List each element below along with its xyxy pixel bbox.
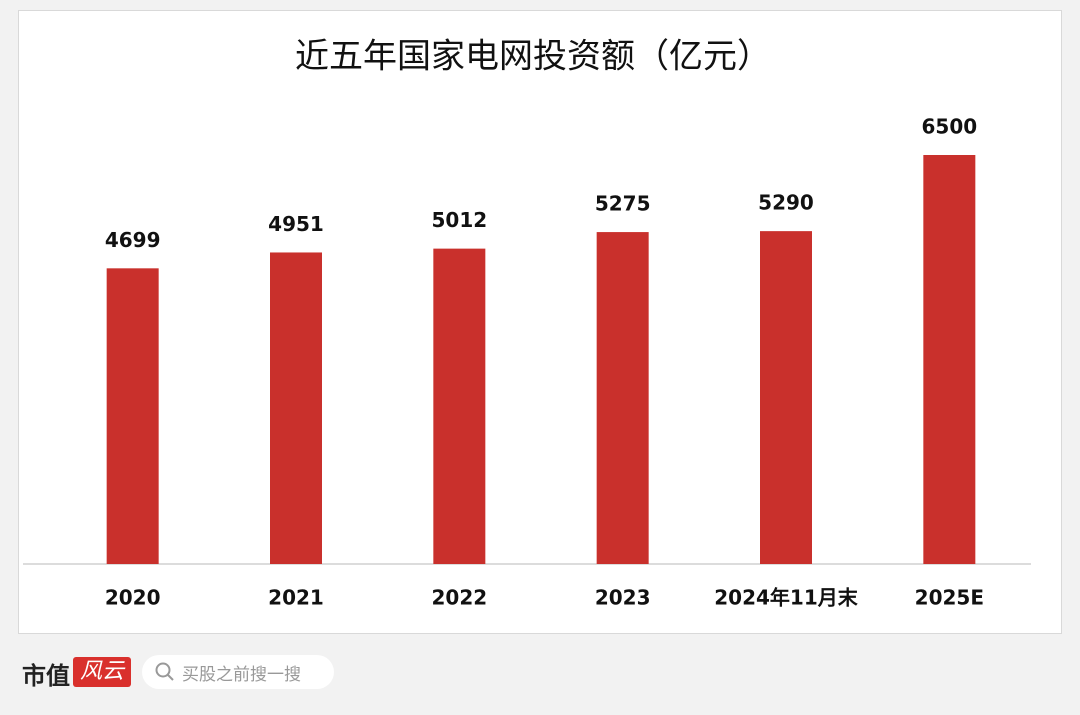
- value-label: 5275: [595, 192, 651, 216]
- bar: [270, 252, 322, 565]
- value-label: 5290: [758, 191, 814, 215]
- search-icon: [155, 662, 174, 681]
- value-label: 5012: [431, 208, 487, 232]
- logo: 风云: [73, 657, 131, 687]
- x-tick-label: 2020: [105, 586, 161, 610]
- x-tick-label: 2021: [268, 586, 324, 610]
- bar: [596, 232, 649, 565]
- chart-card: 近五年国家电网投资额（亿元） 2020 4699 2021 4951 2022 5012 2…: [18, 10, 1062, 634]
- x-tick-label: 2022: [431, 586, 487, 610]
- x-tick-label: 2024年11月末: [714, 586, 858, 610]
- search-placeholder: 买股之前搜一搜: [182, 664, 301, 685]
- brand: 市值: [22, 661, 70, 690]
- value-label: 4699: [105, 228, 161, 252]
- chart: 近五年国家电网投资额（亿元） 2020 4699 2021 4951 2022 5012 2…: [23, 37, 1031, 610]
- bar: [760, 231, 812, 565]
- chart-title: 近五年国家电网投资额（亿元）: [295, 37, 771, 77]
- search-box[interactable]: 买股之前搜一搜: [142, 655, 334, 689]
- value-label: 4951: [268, 212, 324, 236]
- x-tick-label: 2023: [595, 586, 651, 610]
- x-tick-label: 2025E: [915, 586, 984, 610]
- bar: [433, 248, 486, 565]
- bar: [106, 268, 159, 564]
- value-label: 6500: [921, 115, 977, 139]
- bar: [923, 155, 976, 564]
